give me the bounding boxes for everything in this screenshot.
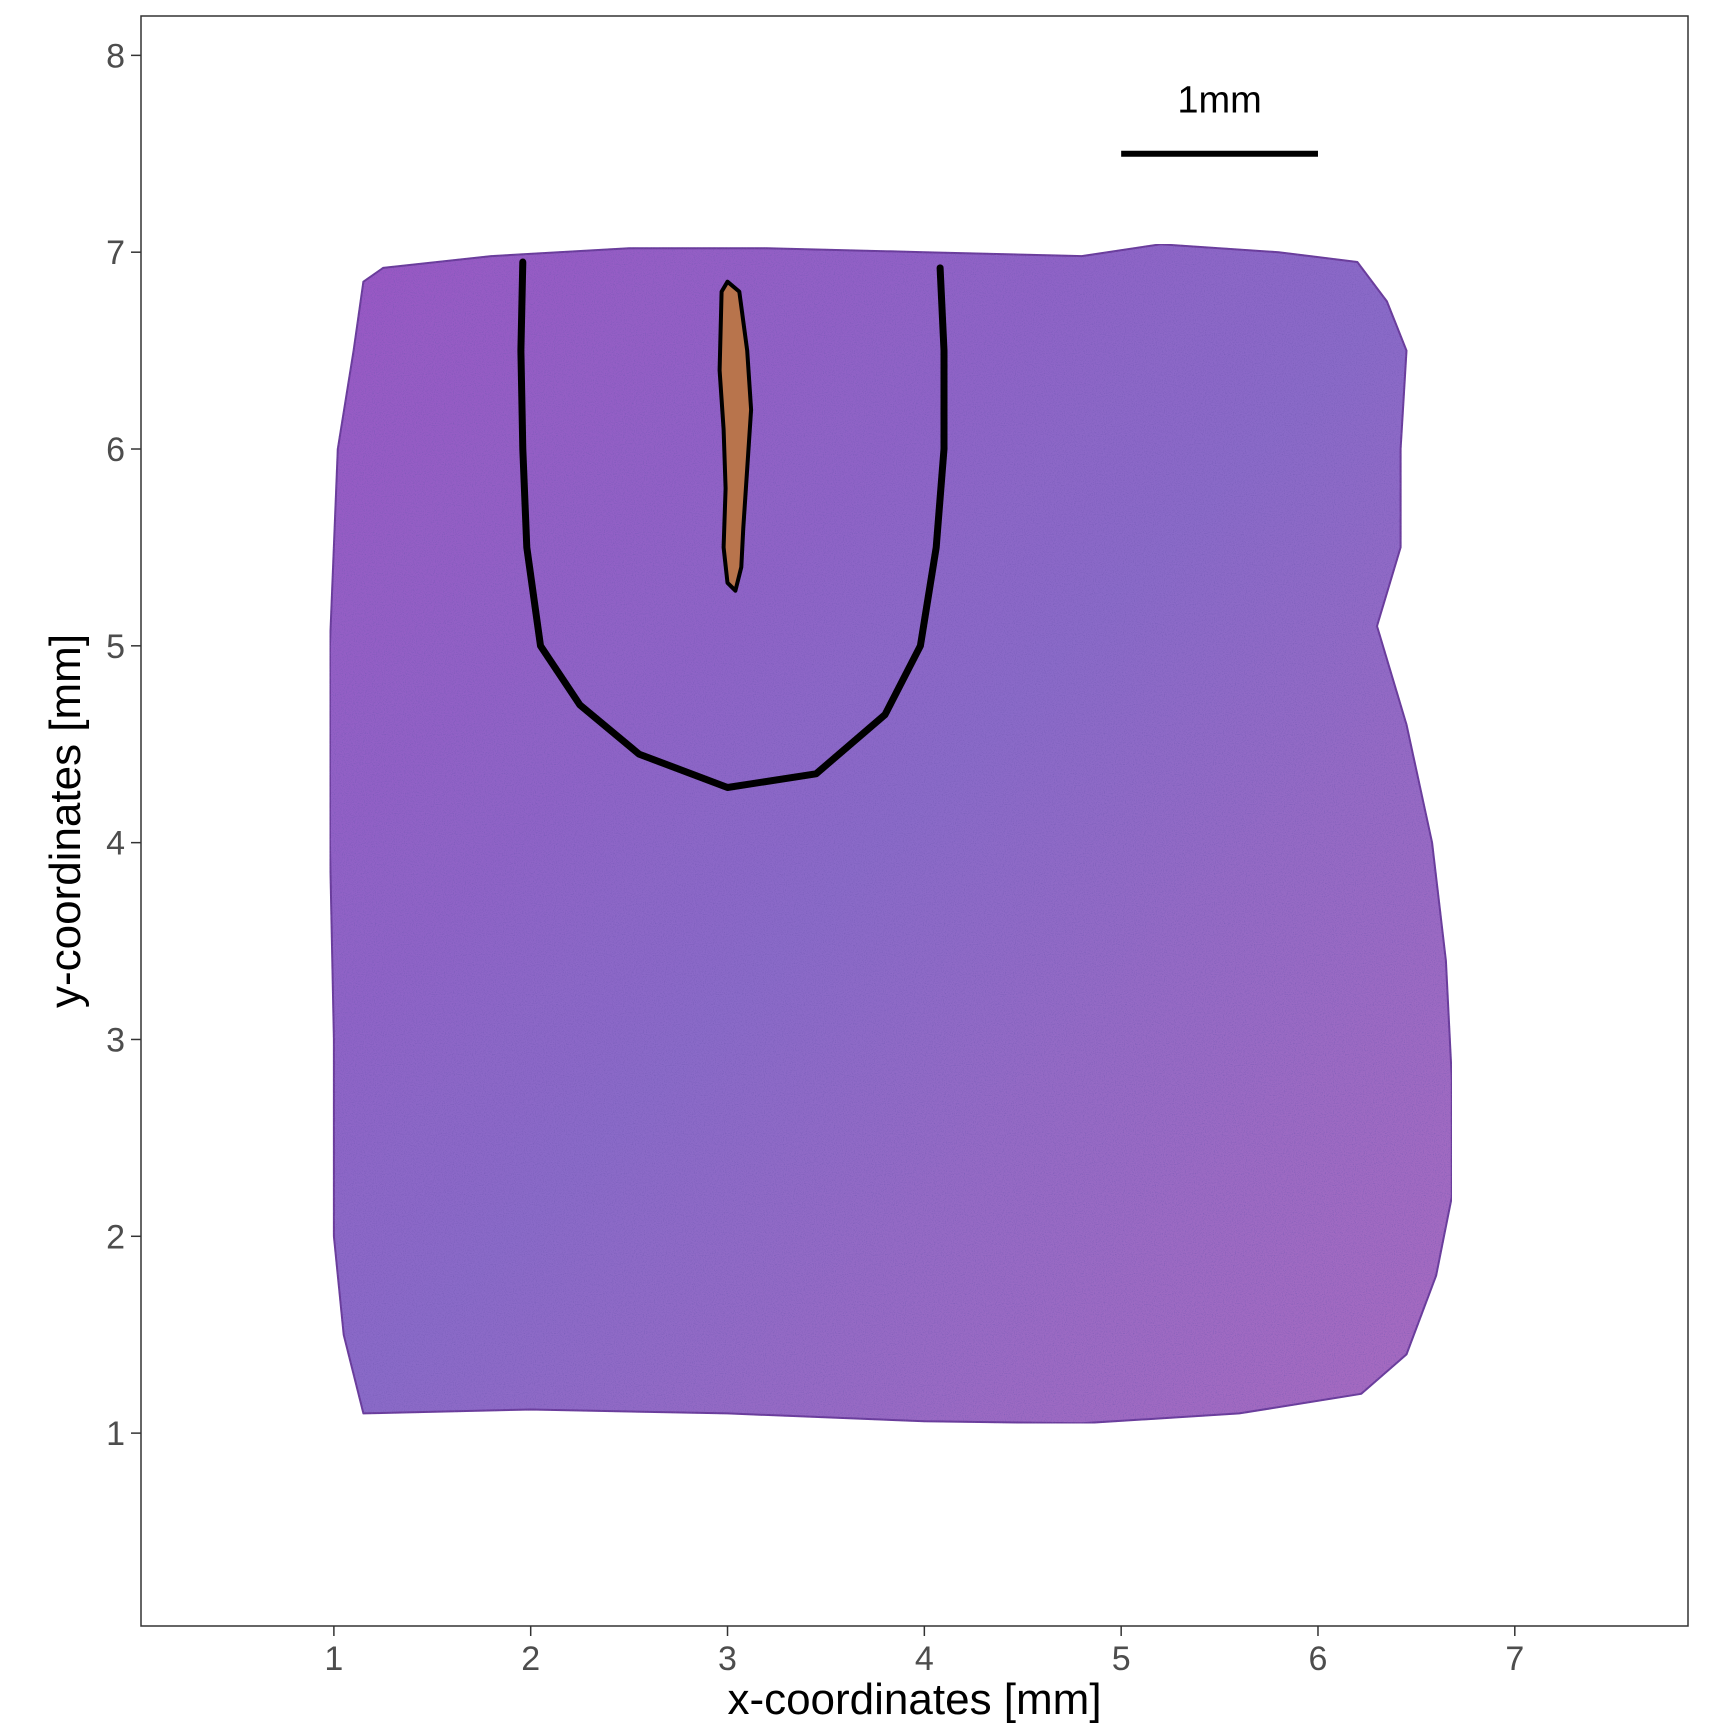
brown-region [717,279,754,593]
panel-border [140,15,1689,1627]
scale-bar: 1mm [1121,80,1318,157]
x-axis: 1 2 3 4 5 6 7 [324,1626,1524,1678]
scale-bar-label: 1mm [1177,80,1261,122]
u-boundary [517,258,948,791]
y-tick-label: 7 [106,234,125,272]
y-tick-label: 8 [106,37,125,75]
y-tick-label: 4 [106,825,125,863]
y-axis: 1 2 3 4 5 6 7 8 [106,37,141,1453]
x-tick-label: 1 [324,1640,343,1678]
y-tick-label: 5 [106,628,125,666]
y-tick-label: 1 [106,1415,125,1453]
x-tick-label: 5 [1112,1640,1131,1678]
x-tick-label: 3 [718,1640,737,1678]
x-tick-label: 2 [521,1640,540,1678]
y-tick-label: 3 [106,1021,125,1059]
x-tick-label: 7 [1505,1640,1524,1678]
x-tick-label: 6 [1309,1640,1328,1678]
tissue-layer [328,243,1453,1425]
tissue-section [328,243,1453,1425]
overlay-layer [517,258,948,791]
y-tick-label: 2 [106,1218,125,1256]
x-tick-label: 4 [915,1640,934,1678]
y-axis-title: y-coordinates [mm] [41,634,90,1008]
x-axis-title: x-coordinates [mm] [727,1675,1101,1724]
y-tick-label: 6 [106,431,125,469]
